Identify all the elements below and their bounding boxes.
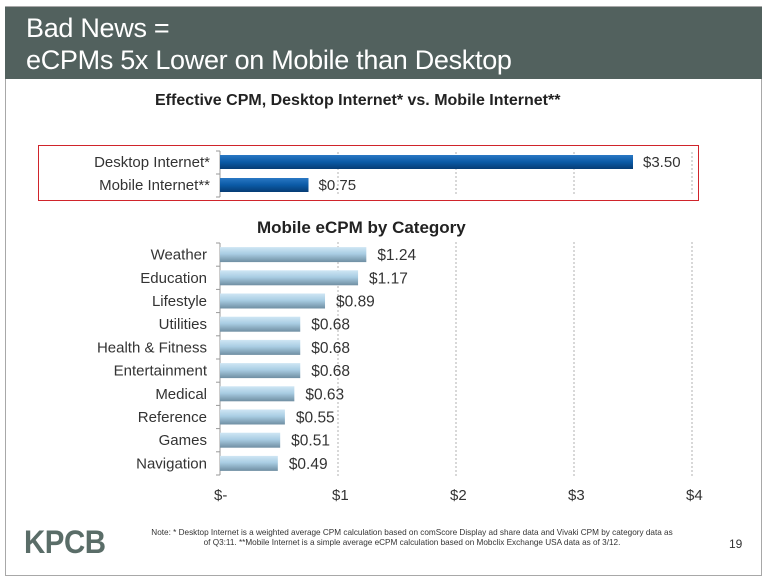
bar-mobile [220,178,309,192]
x-tick-label: $- [214,487,227,504]
x-tick-label: $1 [332,487,349,504]
data-label: $1.24 [377,247,416,264]
x-tick-label: $3 [568,487,585,504]
data-label: $0.68 [311,340,350,357]
bar-category [220,339,301,355]
bar-category [220,363,301,379]
data-label: $0.63 [305,386,344,403]
footnote-line-1: Note: * Desktop Internet is a weighted a… [151,528,673,537]
page-number: 19 [729,537,743,551]
slide-title-line-2: eCPMs 5x Lower on Mobile than Desktop [26,45,512,75]
category-label: Reference [138,409,207,426]
title-bar: Bad News = eCPMs 5x Lower on Mobile than… [5,6,762,79]
data-label: $0.49 [289,456,328,473]
highlight-box [38,145,699,201]
bar-category [220,455,278,471]
kpcb-logo: KPCB [24,524,106,560]
category-label: Health & Fitness [97,339,207,356]
bar-category [220,270,359,286]
bar-category [220,247,367,263]
category-label: Mobile Internet** [99,177,210,194]
category-label: Utilities [159,316,207,333]
bar-desktop [220,155,633,169]
chart-title-top: Effective CPM, Desktop Internet* vs. Mob… [155,92,561,109]
x-tick-label: $4 [686,487,703,504]
bar-category [220,432,281,448]
category-label: Medical [155,386,207,403]
category-label: Weather [151,247,207,264]
bar-category [220,409,285,425]
bar-category [220,316,301,332]
category-label: Navigation [136,455,207,472]
x-tick-label: $2 [450,487,467,504]
chart-title-category: Mobile eCPM by Category [257,218,466,237]
data-label: $3.50 [643,154,681,171]
data-label: $0.68 [311,363,350,380]
bar-category [220,293,326,309]
data-label: $0.51 [291,433,330,450]
data-label: $0.68 [311,317,350,334]
category-label: Entertainment [114,363,208,380]
data-label: $0.75 [319,177,357,194]
footnote: Note: * Desktop Internet is a weighted a… [108,528,716,548]
slide-title-line-1: Bad News = [26,13,170,43]
data-label: $0.89 [336,294,375,311]
category-label: Games [159,432,207,449]
category-label: Lifestyle [152,293,207,310]
footnote-line-2: of Q3:11. **Mobile Internet is a simple … [203,538,621,547]
data-label: $1.17 [369,270,408,287]
category-label: Desktop Internet* [94,154,210,171]
category-label: Education [140,270,207,287]
data-label: $0.55 [296,410,335,427]
bar-category [220,386,295,402]
slide-frame [5,6,762,576]
